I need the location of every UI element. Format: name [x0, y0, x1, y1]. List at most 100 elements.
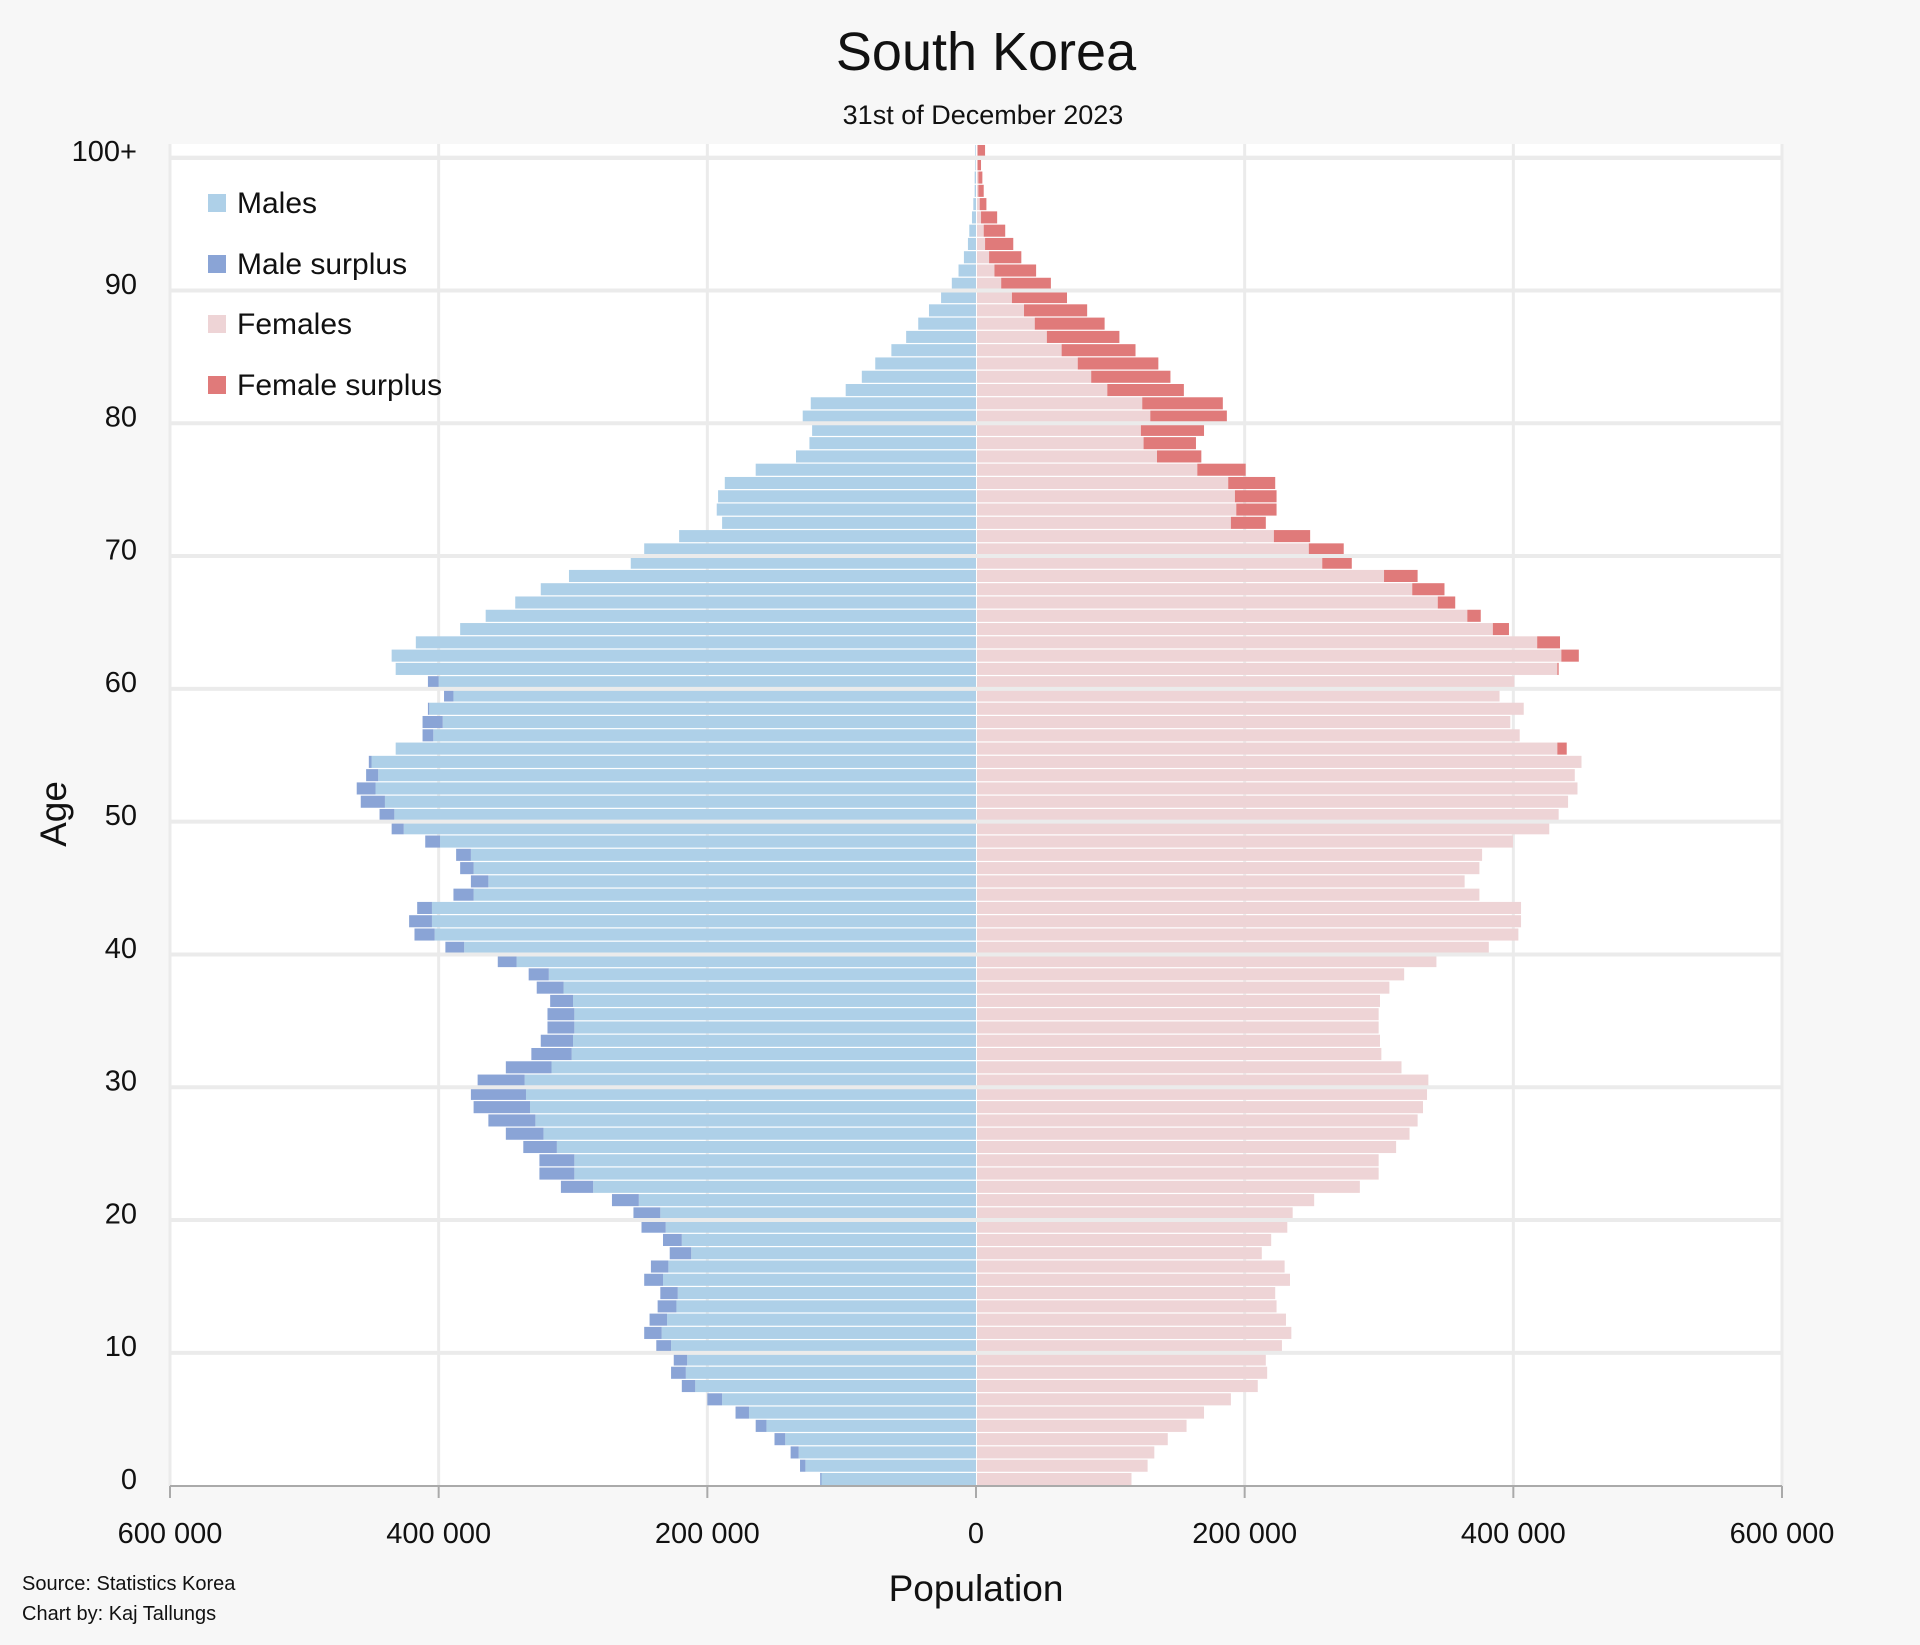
age-row-2: [790, 1446, 1155, 1459]
age-row-49: [391, 822, 1550, 835]
female-bar: [977, 915, 1522, 928]
x-tick-label: 200 000: [1192, 1518, 1297, 1550]
male-bar: [661, 1326, 976, 1339]
male-bar: [540, 583, 976, 596]
age-row-22: [560, 1180, 1360, 1193]
male-bar: [638, 1194, 976, 1207]
age-row-71: [679, 530, 1311, 543]
male-bar: [724, 476, 976, 490]
female-bar: [977, 994, 1380, 1007]
male-bar: [974, 184, 976, 197]
male-bar: [551, 1061, 976, 1074]
age-row-10: [656, 1340, 1282, 1353]
female-bar: [977, 1207, 1293, 1220]
male-bar: [975, 158, 976, 171]
male-surplus-bar: [656, 1340, 672, 1353]
legend-swatch-males: [208, 194, 226, 212]
age-row-18: [663, 1233, 1272, 1246]
female-bar: [977, 1326, 1292, 1339]
age-row-83: [861, 370, 1171, 383]
male-bar: [375, 782, 976, 795]
female-surplus-bar: [983, 224, 1006, 237]
male-bar: [665, 1220, 976, 1233]
female-bar: [977, 569, 1385, 582]
male-surplus-bar: [774, 1433, 786, 1446]
age-row-60: [427, 676, 1515, 689]
credit-note: Chart by: Kaj Tallungs: [22, 1603, 216, 1625]
male-bar: [460, 623, 976, 636]
male-bar: [809, 437, 976, 450]
male-bar: [395, 742, 976, 755]
age-row-92: [963, 251, 1022, 264]
age-row-73: [716, 503, 1277, 516]
legend-label-males: Males: [237, 187, 317, 220]
legend-swatch-females: [208, 315, 226, 333]
age-row-12: [649, 1313, 1286, 1326]
x-tick-label: 600 000: [1730, 1518, 1835, 1550]
female-surplus-bar: [1034, 317, 1105, 330]
female-bar: [977, 291, 1012, 304]
female-bar: [977, 384, 1108, 397]
female-bar: [977, 1021, 1379, 1034]
male-bar: [755, 463, 976, 476]
female-bar: [977, 583, 1413, 596]
male-bar: [371, 755, 976, 768]
male-surplus-bar: [460, 862, 474, 875]
male-surplus-bar: [523, 1140, 557, 1154]
y-tick-label: 80: [105, 402, 137, 434]
male-bar: [440, 835, 976, 848]
male-bar: [679, 530, 976, 543]
age-row-26: [505, 1127, 1410, 1140]
age-row-32: [531, 1048, 1382, 1061]
male-bar: [691, 1247, 976, 1260]
source-note: Source: Statistics Korea: [22, 1573, 236, 1595]
male-surplus-bar: [641, 1220, 666, 1233]
male-bar: [891, 344, 976, 357]
age-row-55: [395, 742, 1567, 755]
male-bar: [810, 397, 976, 410]
female-bar: [977, 1273, 1290, 1286]
female-surplus-bar: [1384, 569, 1418, 582]
female-surplus-bar: [1228, 476, 1276, 490]
age-row-6: [707, 1393, 1231, 1406]
age-row-51: [360, 795, 1569, 808]
age-row-72: [722, 516, 1266, 529]
female-bar: [977, 782, 1578, 795]
age-row-94: [969, 224, 1006, 237]
female-bar: [977, 596, 1438, 609]
female-bar: [977, 716, 1511, 729]
legend-item-female-surplus: Female surplus: [208, 369, 442, 402]
male-surplus-bar: [379, 808, 395, 822]
male-bar: [485, 609, 976, 622]
age-row-70: [644, 543, 1344, 556]
female-bar: [977, 1087, 1428, 1100]
male-bar: [941, 291, 976, 304]
age-row-0: [820, 1472, 1132, 1486]
female-bar: [977, 623, 1493, 636]
male-bar: [573, 994, 976, 1007]
male-surplus-bar: [644, 1326, 662, 1339]
female-bar: [977, 224, 984, 237]
female-bar: [977, 1260, 1285, 1273]
female-bar: [977, 795, 1569, 808]
female-bar: [977, 1433, 1168, 1446]
female-surplus-bar: [1011, 291, 1068, 304]
female-bar: [977, 822, 1550, 835]
male-surplus-bar: [633, 1207, 661, 1220]
male-bar: [963, 251, 976, 264]
female-surplus-bar: [994, 264, 1037, 277]
male-bar: [975, 144, 976, 158]
male-bar: [660, 1207, 976, 1220]
female-bar: [977, 1154, 1379, 1167]
male-bar: [685, 1366, 976, 1379]
age-row-88: [928, 304, 1088, 317]
male-surplus-bar: [422, 729, 434, 742]
male-bar: [568, 569, 976, 582]
female-surplus-bar: [979, 198, 987, 211]
female-bar: [977, 1446, 1155, 1459]
female-bar: [977, 330, 1047, 343]
y-tick-label: 10: [105, 1331, 137, 1363]
male-bar: [535, 1114, 976, 1127]
age-row-86: [906, 330, 1120, 343]
female-surplus-bar: [1557, 742, 1567, 755]
